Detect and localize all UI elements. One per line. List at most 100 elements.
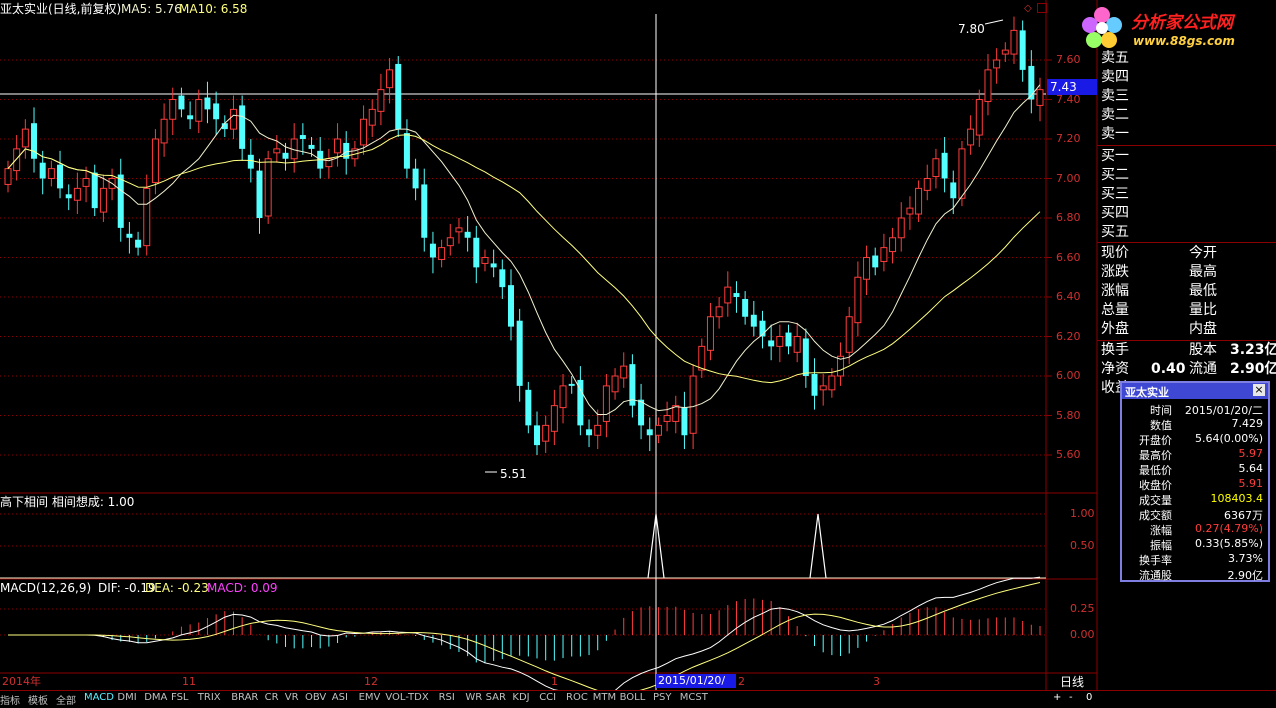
tooltip-row-value: 5.64 <box>1238 462 1264 475</box>
price-tick-label: 7.60 <box>1056 53 1081 66</box>
candle-body-up <box>706 316 714 351</box>
tooltip-row-label: 涨幅 <box>1150 524 1172 537</box>
tab-kdj[interactable]: KDJ <box>512 692 530 703</box>
tab-boll[interactable]: BOLL <box>619 692 646 703</box>
tab-emv[interactable]: EMV <box>358 692 381 703</box>
tooltip-title-bar[interactable]: 亚太实业 × <box>1122 383 1268 399</box>
flower-logo-icon <box>1082 7 1122 48</box>
macd-tick-label: 0.00 <box>1070 628 1095 641</box>
close-icon[interactable]: × <box>1253 383 1265 396</box>
candle-body-down <box>239 105 246 149</box>
current-price-tag: 7.43 <box>1047 79 1097 95</box>
tab-cr[interactable]: CR <box>264 692 279 703</box>
candle-body-down <box>464 231 471 238</box>
tab-roc[interactable]: ROC <box>566 692 588 703</box>
candle-body-up <box>698 345 706 371</box>
fundamentals-divider <box>1097 340 1276 341</box>
tooltip-row-label: 时间 <box>1150 404 1172 417</box>
period-label[interactable]: 日线 <box>1060 675 1085 689</box>
tab-cci[interactable]: CCI <box>539 692 557 703</box>
candle-body-down <box>403 133 410 169</box>
tooltip-row-label: 最低价 <box>1139 464 1172 477</box>
tab-trix[interactable]: TRIX <box>197 692 221 703</box>
tab-mtm[interactable]: MTM <box>592 692 617 703</box>
candle-body-up <box>273 148 281 154</box>
candle-body-up <box>169 99 177 120</box>
candle-body-up <box>984 69 992 102</box>
tab-wr[interactable]: WR <box>465 692 483 703</box>
candle-body-down <box>473 237 480 268</box>
tab-brar[interactable]: BRAR <box>231 692 259 703</box>
tab-psy[interactable]: PSY <box>653 692 672 703</box>
tab-vol-tdx[interactable]: VOL-TDX <box>385 692 429 703</box>
sell-level-label: 卖一 <box>1101 126 1129 142</box>
tooltip-row-value: 3.73% <box>1228 552 1263 565</box>
candle-body-up <box>386 69 394 89</box>
macd-dea-line <box>8 582 1041 695</box>
x-label-2014: 2014年 <box>2 675 41 688</box>
candle-body-up <box>663 415 671 422</box>
candle-body-down <box>395 63 402 130</box>
candle-body-up <box>13 148 21 172</box>
price-tick-label: 6.60 <box>1056 250 1081 264</box>
candle-body-up <box>958 148 966 199</box>
tab-dma[interactable]: DMA <box>144 692 168 703</box>
macd-value: MACD: 0.09 <box>207 581 278 595</box>
tooltip-row-label: 流通股 <box>1139 569 1172 582</box>
equity-value: 3.23亿 <box>1230 342 1276 358</box>
tab-asi[interactable]: ASI <box>331 692 348 703</box>
tab-模板[interactable]: 模板 <box>28 696 48 707</box>
x-label-2: 2 <box>738 675 745 688</box>
tooltip-row-value: 0.33(5.85%) <box>1194 537 1263 550</box>
tab-全部[interactable]: 全部 <box>56 696 76 707</box>
candle-body-up <box>1001 49 1009 55</box>
data-tooltip-window[interactable]: 亚太实业 × 时间 2015/01/20/二 数值 7.429 开盘价 5.64(0.00… <box>1120 381 1270 582</box>
tab-sar[interactable]: SAR <box>485 692 506 703</box>
tooltip-row-value: 6367万 <box>1224 509 1263 522</box>
tab-mcst[interactable]: MCST <box>679 692 708 703</box>
tooltip-row-label: 最高价 <box>1139 449 1172 462</box>
x-label-1: 1 <box>551 675 558 688</box>
tooltip-row-value: 0.27(4.79%) <box>1194 522 1263 535</box>
reset-button[interactable]: 0 <box>1086 692 1093 703</box>
tab-obv[interactable]: OBV <box>305 692 327 703</box>
candle-body-down <box>742 298 749 317</box>
price-tick-label: 7.40 <box>1056 92 1081 106</box>
candle-body-down <box>577 379 584 426</box>
candle-body-up <box>594 424 602 436</box>
x-label-11: 11 <box>182 675 196 688</box>
zoom-out-button[interactable]: - <box>1069 692 1073 703</box>
sell-level-label: 卖三 <box>1101 88 1129 104</box>
tab-vr[interactable]: VR <box>284 692 299 703</box>
candle-body-down <box>412 168 419 189</box>
tab-fsl[interactable]: FSL <box>171 692 189 703</box>
candle-body-up <box>1036 89 1044 106</box>
candle-body-up <box>776 336 784 347</box>
high-price-marker: 7.80 <box>958 22 985 36</box>
stat-label: 今开 <box>1189 245 1217 261</box>
candle-body-up <box>602 385 610 422</box>
candle-body-down <box>1019 30 1026 70</box>
diamond-icon[interactable]: ◇ <box>1024 3 1032 14</box>
macd-label: MACD(12,26,9) <box>0 581 92 595</box>
candle-body-up <box>160 118 168 144</box>
candle-body-up <box>620 365 628 379</box>
candle-body-down <box>534 425 541 446</box>
window-box-icon[interactable] <box>1037 3 1047 13</box>
candle-body-up <box>845 316 853 353</box>
candle-body-up <box>377 89 385 112</box>
candle-body-up <box>967 128 975 146</box>
tab-指标[interactable]: 指标 <box>0 696 20 707</box>
zoom-in-button[interactable]: + <box>1053 692 1062 703</box>
tab-rsi[interactable]: RSI <box>438 692 455 703</box>
tab-dmi[interactable]: DMI <box>117 692 137 703</box>
candle-body-down <box>507 285 514 327</box>
candle-body-down <box>213 103 220 120</box>
candle-body-down <box>872 255 879 268</box>
candle-body-down <box>308 144 315 149</box>
candle-body-up <box>542 424 550 442</box>
candle-body-down <box>525 389 532 426</box>
tab-macd[interactable]: MACD <box>84 692 114 703</box>
tooltip-row-label: 开盘价 <box>1139 434 1172 447</box>
